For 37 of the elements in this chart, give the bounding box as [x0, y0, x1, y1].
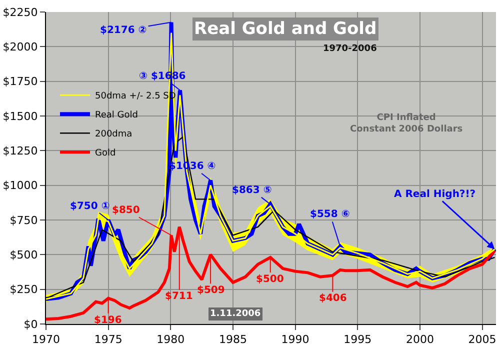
y-tick-label: $1750 [2, 75, 38, 88]
legend-label: Gold [95, 148, 116, 159]
x-tick-label: 2005 [468, 333, 496, 346]
text: Real Gold and Gold [194, 19, 377, 39]
x-tick-label: 1990 [281, 333, 310, 346]
legend-label: 200dma [95, 130, 132, 140]
y-tick-label: $1000 [2, 179, 38, 192]
x-tick-label: 1970 [32, 333, 60, 346]
y-tick-label: $0 [24, 318, 38, 331]
x-tick-label: 2000 [406, 333, 434, 346]
annotation: A Real High?!? [394, 189, 476, 200]
y-tick-label: $500 [10, 248, 38, 262]
annotation: 1.11.2006 [210, 309, 261, 319]
y-tick-label: $2250 [2, 6, 38, 19]
annotation: $196 [94, 315, 122, 326]
annotation: $863 ⑤ [232, 185, 272, 196]
annotation: $850 [112, 205, 140, 216]
y-tick-label: $2000 [2, 40, 38, 54]
x-tick-label: 1975 [94, 333, 122, 346]
legend-label: Real Gold [95, 110, 138, 121]
y-tick-label: $1500 [2, 110, 38, 123]
text: 1970-2006 [323, 44, 377, 54]
y-tick-label: $1250 [2, 144, 38, 158]
x-tick-label: 1985 [218, 333, 247, 346]
annotation: $558 ⑥ [310, 209, 350, 220]
annotation: $509 [197, 285, 225, 296]
x-tick-label: 1995 [344, 333, 372, 346]
annotation: $750 ① [70, 201, 110, 212]
y-tick-label: $250 [10, 283, 38, 296]
legend-label: 50dma +/- 2.5 SD [95, 92, 176, 102]
annotation: $2176 ② [100, 25, 147, 36]
y-tick-label: $750 [10, 214, 38, 227]
annotation: $500 [256, 274, 284, 285]
annotation: $711 [165, 291, 193, 302]
annotation: $406 [319, 293, 347, 304]
x-tick-label: 1980 [156, 333, 185, 346]
annotation: CPI Inflated Constant 2006 Dollars [350, 113, 463, 135]
